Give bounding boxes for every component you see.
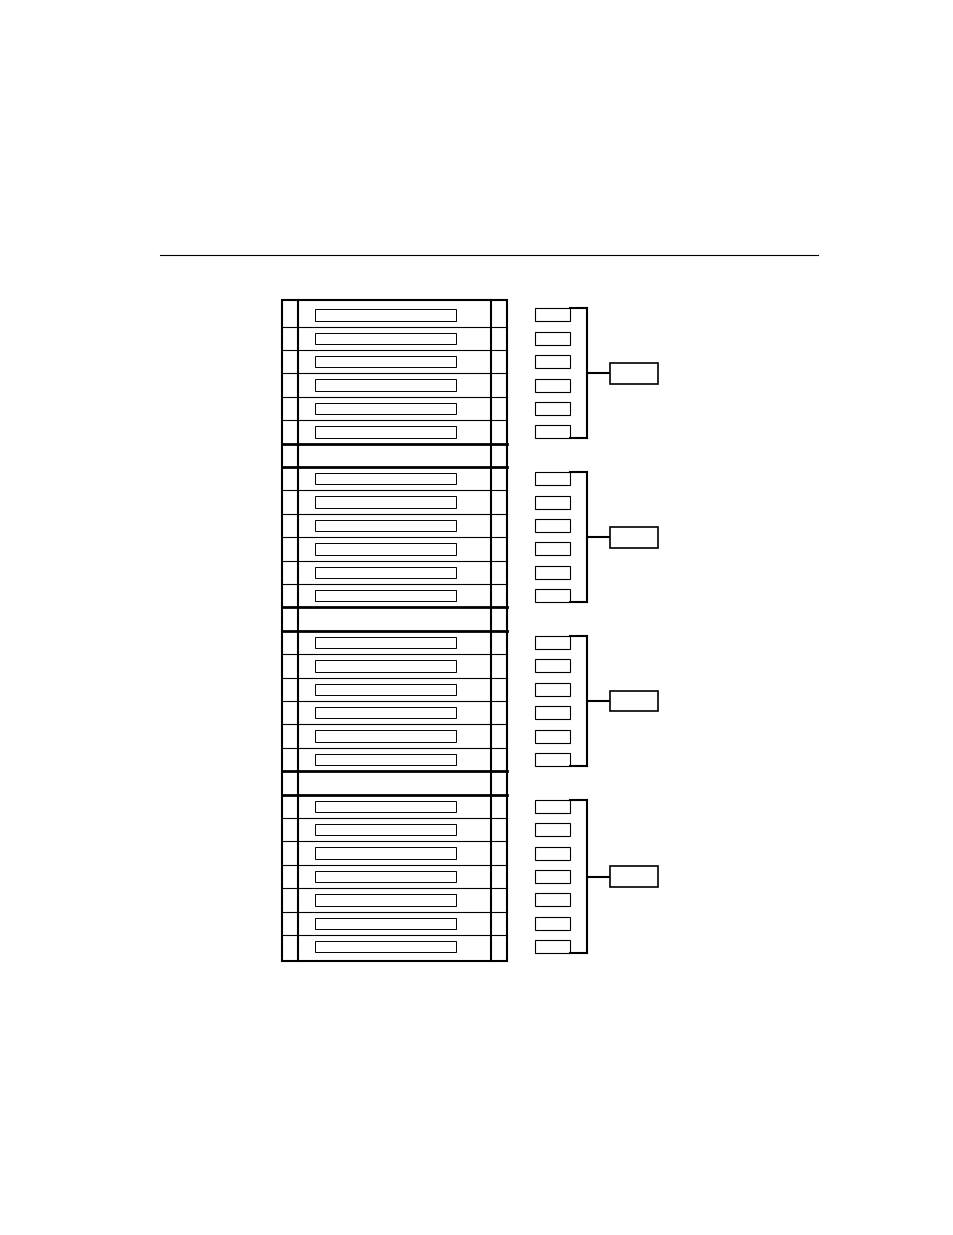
Bar xyxy=(535,659,570,672)
Bar xyxy=(535,636,570,648)
Bar xyxy=(535,495,570,509)
Bar xyxy=(535,332,570,345)
Bar xyxy=(535,519,570,532)
Bar xyxy=(314,543,456,555)
Bar xyxy=(535,706,570,719)
Bar xyxy=(610,690,658,711)
Bar xyxy=(314,356,456,367)
Bar xyxy=(314,637,456,648)
Bar xyxy=(535,824,570,836)
Bar xyxy=(535,566,570,579)
Bar xyxy=(535,589,570,603)
Bar xyxy=(314,918,456,929)
Bar xyxy=(314,871,456,882)
Bar xyxy=(314,426,456,437)
Bar xyxy=(314,567,456,578)
Bar xyxy=(314,708,456,719)
Bar xyxy=(314,684,456,695)
Bar xyxy=(314,332,456,343)
Bar xyxy=(535,916,570,930)
Bar xyxy=(314,800,456,811)
Bar xyxy=(282,300,507,961)
Bar xyxy=(535,753,570,766)
Bar xyxy=(535,940,570,953)
Bar xyxy=(314,309,456,321)
Bar xyxy=(535,730,570,742)
Bar xyxy=(535,800,570,813)
Bar xyxy=(610,527,658,547)
Bar xyxy=(314,379,456,390)
Bar xyxy=(535,426,570,438)
Bar xyxy=(314,730,456,742)
Bar xyxy=(535,472,570,485)
Bar xyxy=(610,363,658,384)
Bar xyxy=(535,871,570,883)
Bar xyxy=(314,894,456,905)
Bar xyxy=(314,520,456,531)
Bar xyxy=(314,473,456,484)
Bar xyxy=(535,403,570,415)
Bar xyxy=(535,542,570,556)
Bar xyxy=(314,824,456,835)
Bar xyxy=(535,847,570,860)
Bar xyxy=(535,379,570,391)
Bar xyxy=(535,356,570,368)
Bar xyxy=(314,496,456,508)
Bar xyxy=(610,866,658,887)
Bar xyxy=(314,403,456,414)
Bar xyxy=(314,941,456,952)
Bar xyxy=(535,683,570,695)
Bar xyxy=(314,753,456,766)
Bar xyxy=(314,847,456,858)
Bar xyxy=(535,309,570,321)
Bar xyxy=(535,893,570,906)
Bar xyxy=(314,590,456,601)
Bar xyxy=(314,661,456,672)
